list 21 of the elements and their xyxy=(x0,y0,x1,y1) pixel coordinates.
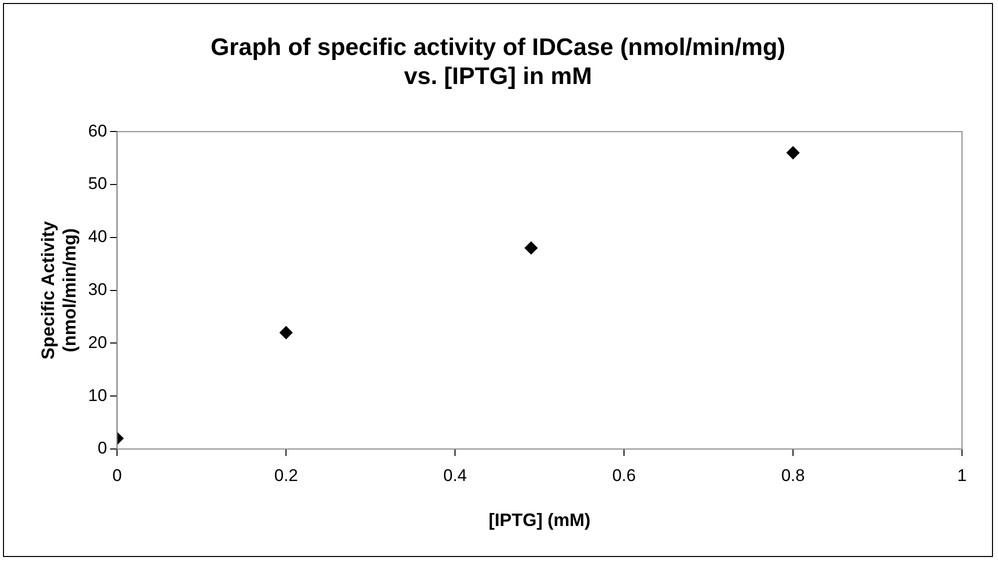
x-tick-label: 0.8 xyxy=(781,466,805,485)
y-tick-label: 10 xyxy=(88,386,108,405)
x-tick-label: 1 xyxy=(957,466,967,485)
x-tick-label: 0.2 xyxy=(274,466,298,485)
x-axis-title: [IPTG] (mM) xyxy=(488,510,591,530)
y-tick-label: 0 xyxy=(98,438,108,458)
text: Graph of specific activity of IDCase (nmol/min/mg) xyxy=(210,34,786,62)
y-tick-label: 20 xyxy=(88,332,108,352)
point xyxy=(280,326,293,340)
point xyxy=(786,146,800,160)
y-tick-label: 50 xyxy=(88,174,108,194)
text: Specific Activity xyxy=(38,221,58,360)
text: vs. [IPTG] in mM xyxy=(404,62,592,90)
y-tick-label: 40 xyxy=(88,227,108,246)
y-tick-label: 60 xyxy=(88,121,108,140)
text: (nmol/min/mg) xyxy=(59,228,80,352)
point xyxy=(524,241,538,254)
y-tick-label: 30 xyxy=(88,280,108,299)
x-tick-label: 0 xyxy=(112,466,122,485)
x-tick-label: 0.4 xyxy=(443,466,467,485)
x-tick-label: 0.6 xyxy=(612,466,636,485)
